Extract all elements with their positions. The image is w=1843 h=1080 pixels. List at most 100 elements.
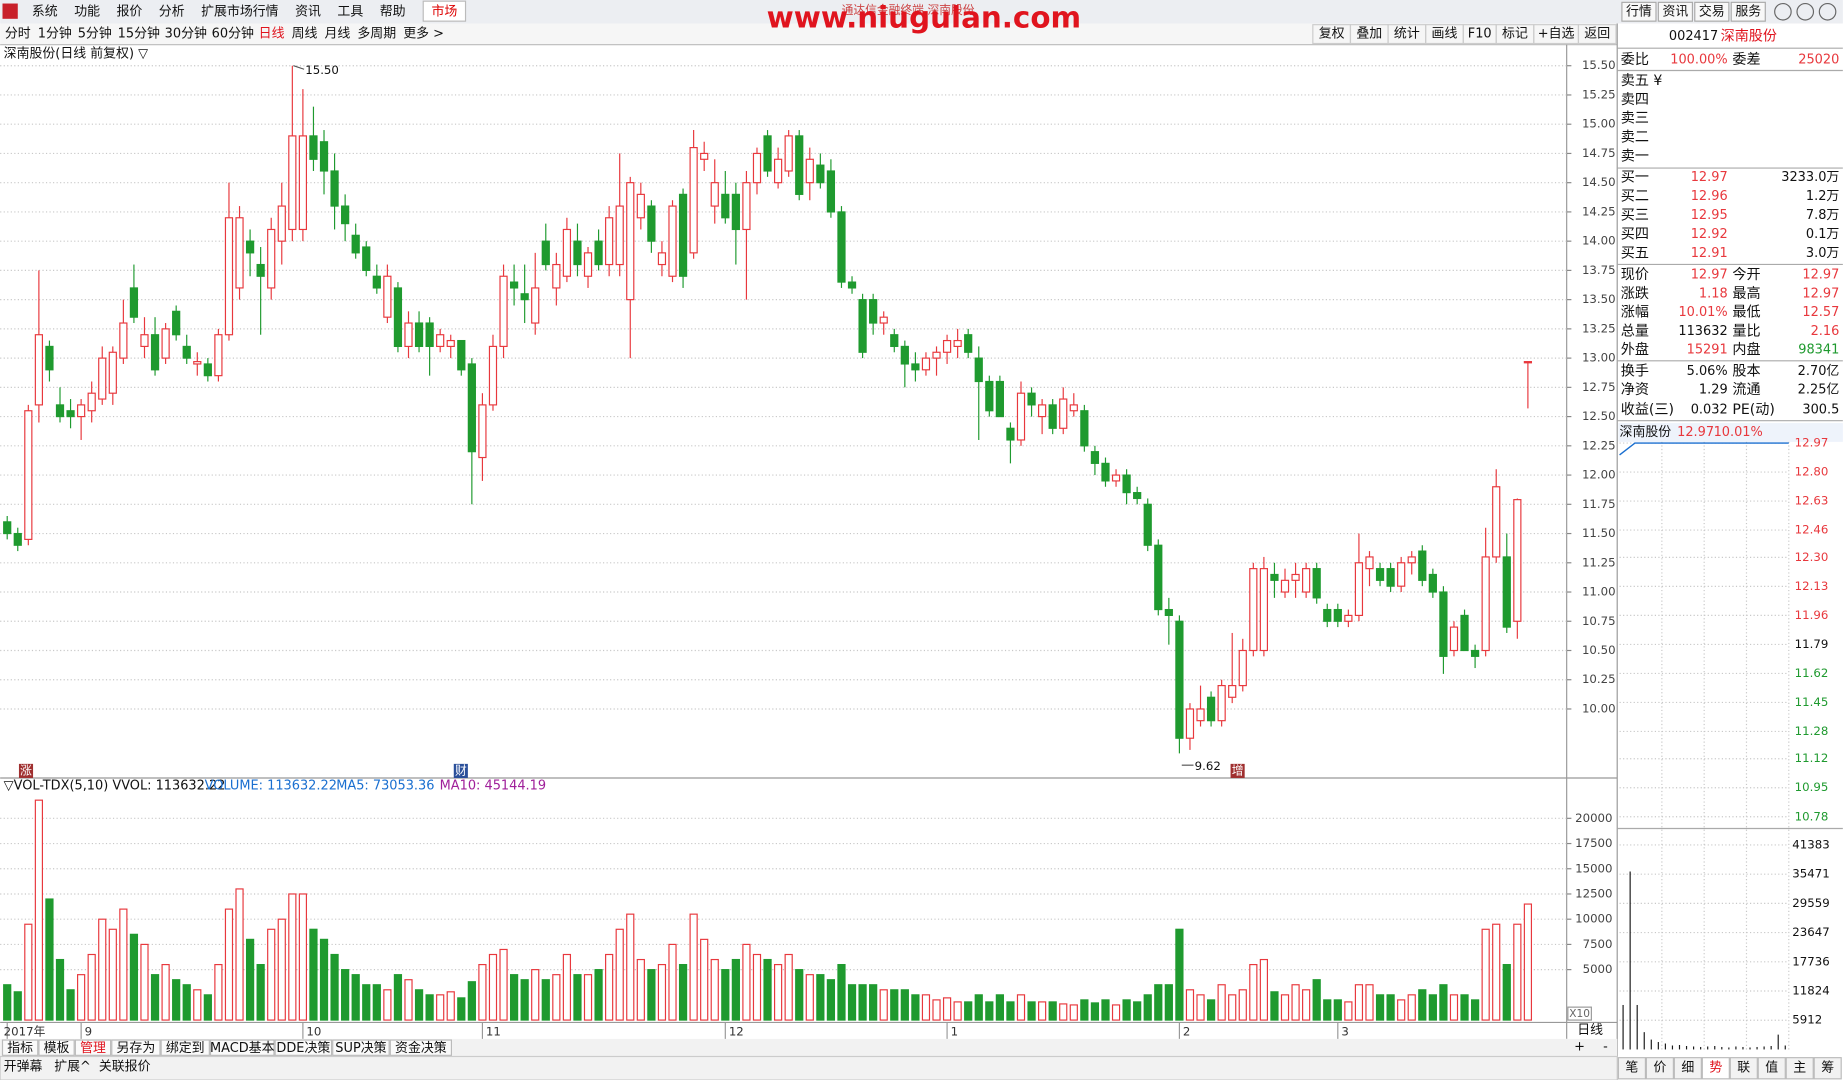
period-tab[interactable]: 分时 [5,27,31,42]
event-label[interactable]: 涨 [20,763,32,777]
candle-body [1333,608,1342,622]
candle-body [562,228,572,277]
menu-item[interactable]: 分析 [159,4,185,19]
period-tab[interactable]: 60分钟 [212,26,254,42]
tool-label[interactable]: +自选 [1538,27,1575,42]
candle-body [140,334,149,348]
volume-bar [921,994,931,1021]
menu-item[interactable]: 市场 [431,3,457,19]
y-tick-label: 5912 [1792,1013,1822,1027]
period-tab[interactable]: 1分钟 [38,26,72,42]
tab-label[interactable]: SUP决策 [335,1040,386,1056]
window-button-label[interactable]: 行情 [1626,4,1652,19]
menu-item[interactable]: 工具 [337,4,363,19]
side-button [1617,1057,1647,1080]
tab-label[interactable]: 绑定到 [166,1041,205,1056]
tab-label[interactable]: 资金决策 [395,1040,447,1056]
quote-label: 委比 [1621,52,1649,68]
window-button-label[interactable]: 服务 [1735,3,1761,19]
volume-bar [626,913,635,1021]
y-tick-label: 11824 [1792,984,1829,998]
candle-body [1270,573,1279,581]
side-button-label[interactable]: 笔 [1625,1060,1638,1076]
candle-body [1302,568,1311,593]
period-tab[interactable]: 15分钟 [118,26,160,42]
candle-body [668,205,677,277]
window-button-label[interactable]: 交易 [1699,3,1725,19]
candle-body [1418,550,1427,581]
tab-label[interactable]: 另存为 [117,1041,156,1056]
volume-bar [509,974,519,1021]
volume-bar [1492,923,1501,1021]
status-item[interactable]: 开弹幕 [4,1060,43,1075]
x-tick-label: 12 [729,1024,744,1038]
y-tick-label: 15.25 [1582,87,1616,101]
volume-bar [1259,958,1269,1021]
tool-label[interactable]: 返回 [1584,27,1610,42]
y-tick-label: 10.75 [1582,614,1616,628]
period-tab[interactable]: 日线 [259,27,285,42]
y-tick-label: 23647 [1792,925,1829,939]
tool-label[interactable]: 画线 [1432,27,1458,42]
candle-body [636,193,645,219]
candle-body [24,410,33,540]
event-label[interactable]: 财 [455,763,467,777]
window-button-label[interactable]: 资讯 [1662,4,1688,19]
period-tab[interactable]: 更多 > [403,27,444,42]
volume-bar [869,984,878,1021]
period-tab[interactable]: 月线 [325,27,351,42]
menu-item[interactable]: 扩展市场行情 [201,3,279,19]
period-tab[interactable]: 周线 [292,27,318,42]
volume-bar [721,969,730,1021]
candle-body [879,316,888,324]
side-button-label[interactable]: 主 [1793,1061,1806,1076]
tab-label[interactable]: 模板 [44,1041,70,1056]
tab-button[interactable]: - [1603,1040,1608,1055]
tool-label[interactable]: 标记 [1502,27,1528,42]
status-item[interactable]: 关联报价 [99,1060,151,1075]
tab-label[interactable]: 管理 [80,1041,106,1056]
restore[interactable] [1796,2,1815,21]
y-tick-label: 14.75 [1582,146,1616,160]
minimize[interactable] [1774,2,1792,21]
period-tab[interactable]: 多周期 [357,27,396,42]
menu-item[interactable]: 资讯 [295,4,321,19]
volume-bar [1502,963,1511,1021]
tab-button[interactable]: + [1574,1040,1585,1055]
tool-label[interactable]: 复权 [1319,26,1345,42]
menu-item[interactable]: 功能 [74,4,100,19]
side-button-label[interactable]: 价 [1653,1061,1666,1076]
volume-bar [1048,1001,1057,1021]
side-button-label[interactable]: 筹 [1821,1060,1834,1076]
tab-label[interactable]: MACD基本 [210,1041,275,1056]
volume-bar [372,984,381,1021]
tab-label[interactable]: 指标 [7,1041,33,1056]
period-button[interactable]: 日线 [1577,1023,1603,1038]
quote-value: 0.032 [1691,403,1728,418]
side-button-label[interactable]: 值 [1765,1060,1778,1076]
bid-price: 12.91 [1691,246,1728,261]
tool-label[interactable]: 叠加 [1356,27,1382,42]
close[interactable] [1818,2,1837,21]
tool-label[interactable]: F10 [1468,27,1492,42]
status-item[interactable]: 扩展^ [54,1060,91,1075]
event-label[interactable]: 增 [1232,763,1244,777]
menu-item[interactable]: 系统 [32,4,58,19]
volume-bar [594,969,603,1021]
volume-bar [309,928,318,1021]
period-tab[interactable]: 5分钟 [78,26,112,42]
menu-item[interactable]: 报价 [117,4,143,19]
y-tick-label: 11.12 [1795,751,1829,765]
tool-label[interactable]: 统计 [1394,27,1420,42]
candle-body [245,240,255,254]
side-button-label[interactable]: 势 [1709,1060,1722,1076]
volume-bar [1027,1001,1036,1021]
menu-item[interactable]: 帮助 [380,4,406,19]
period-tab[interactable]: 30分钟 [165,26,207,42]
candle-body [583,252,593,277]
volume-bar [520,979,529,1021]
side-button-label[interactable]: 细 [1681,1061,1694,1076]
ask-label: 卖三 [1621,111,1649,127]
side-button-label[interactable]: 联 [1737,1061,1750,1076]
tab-label[interactable]: DDE决策 [276,1040,330,1056]
